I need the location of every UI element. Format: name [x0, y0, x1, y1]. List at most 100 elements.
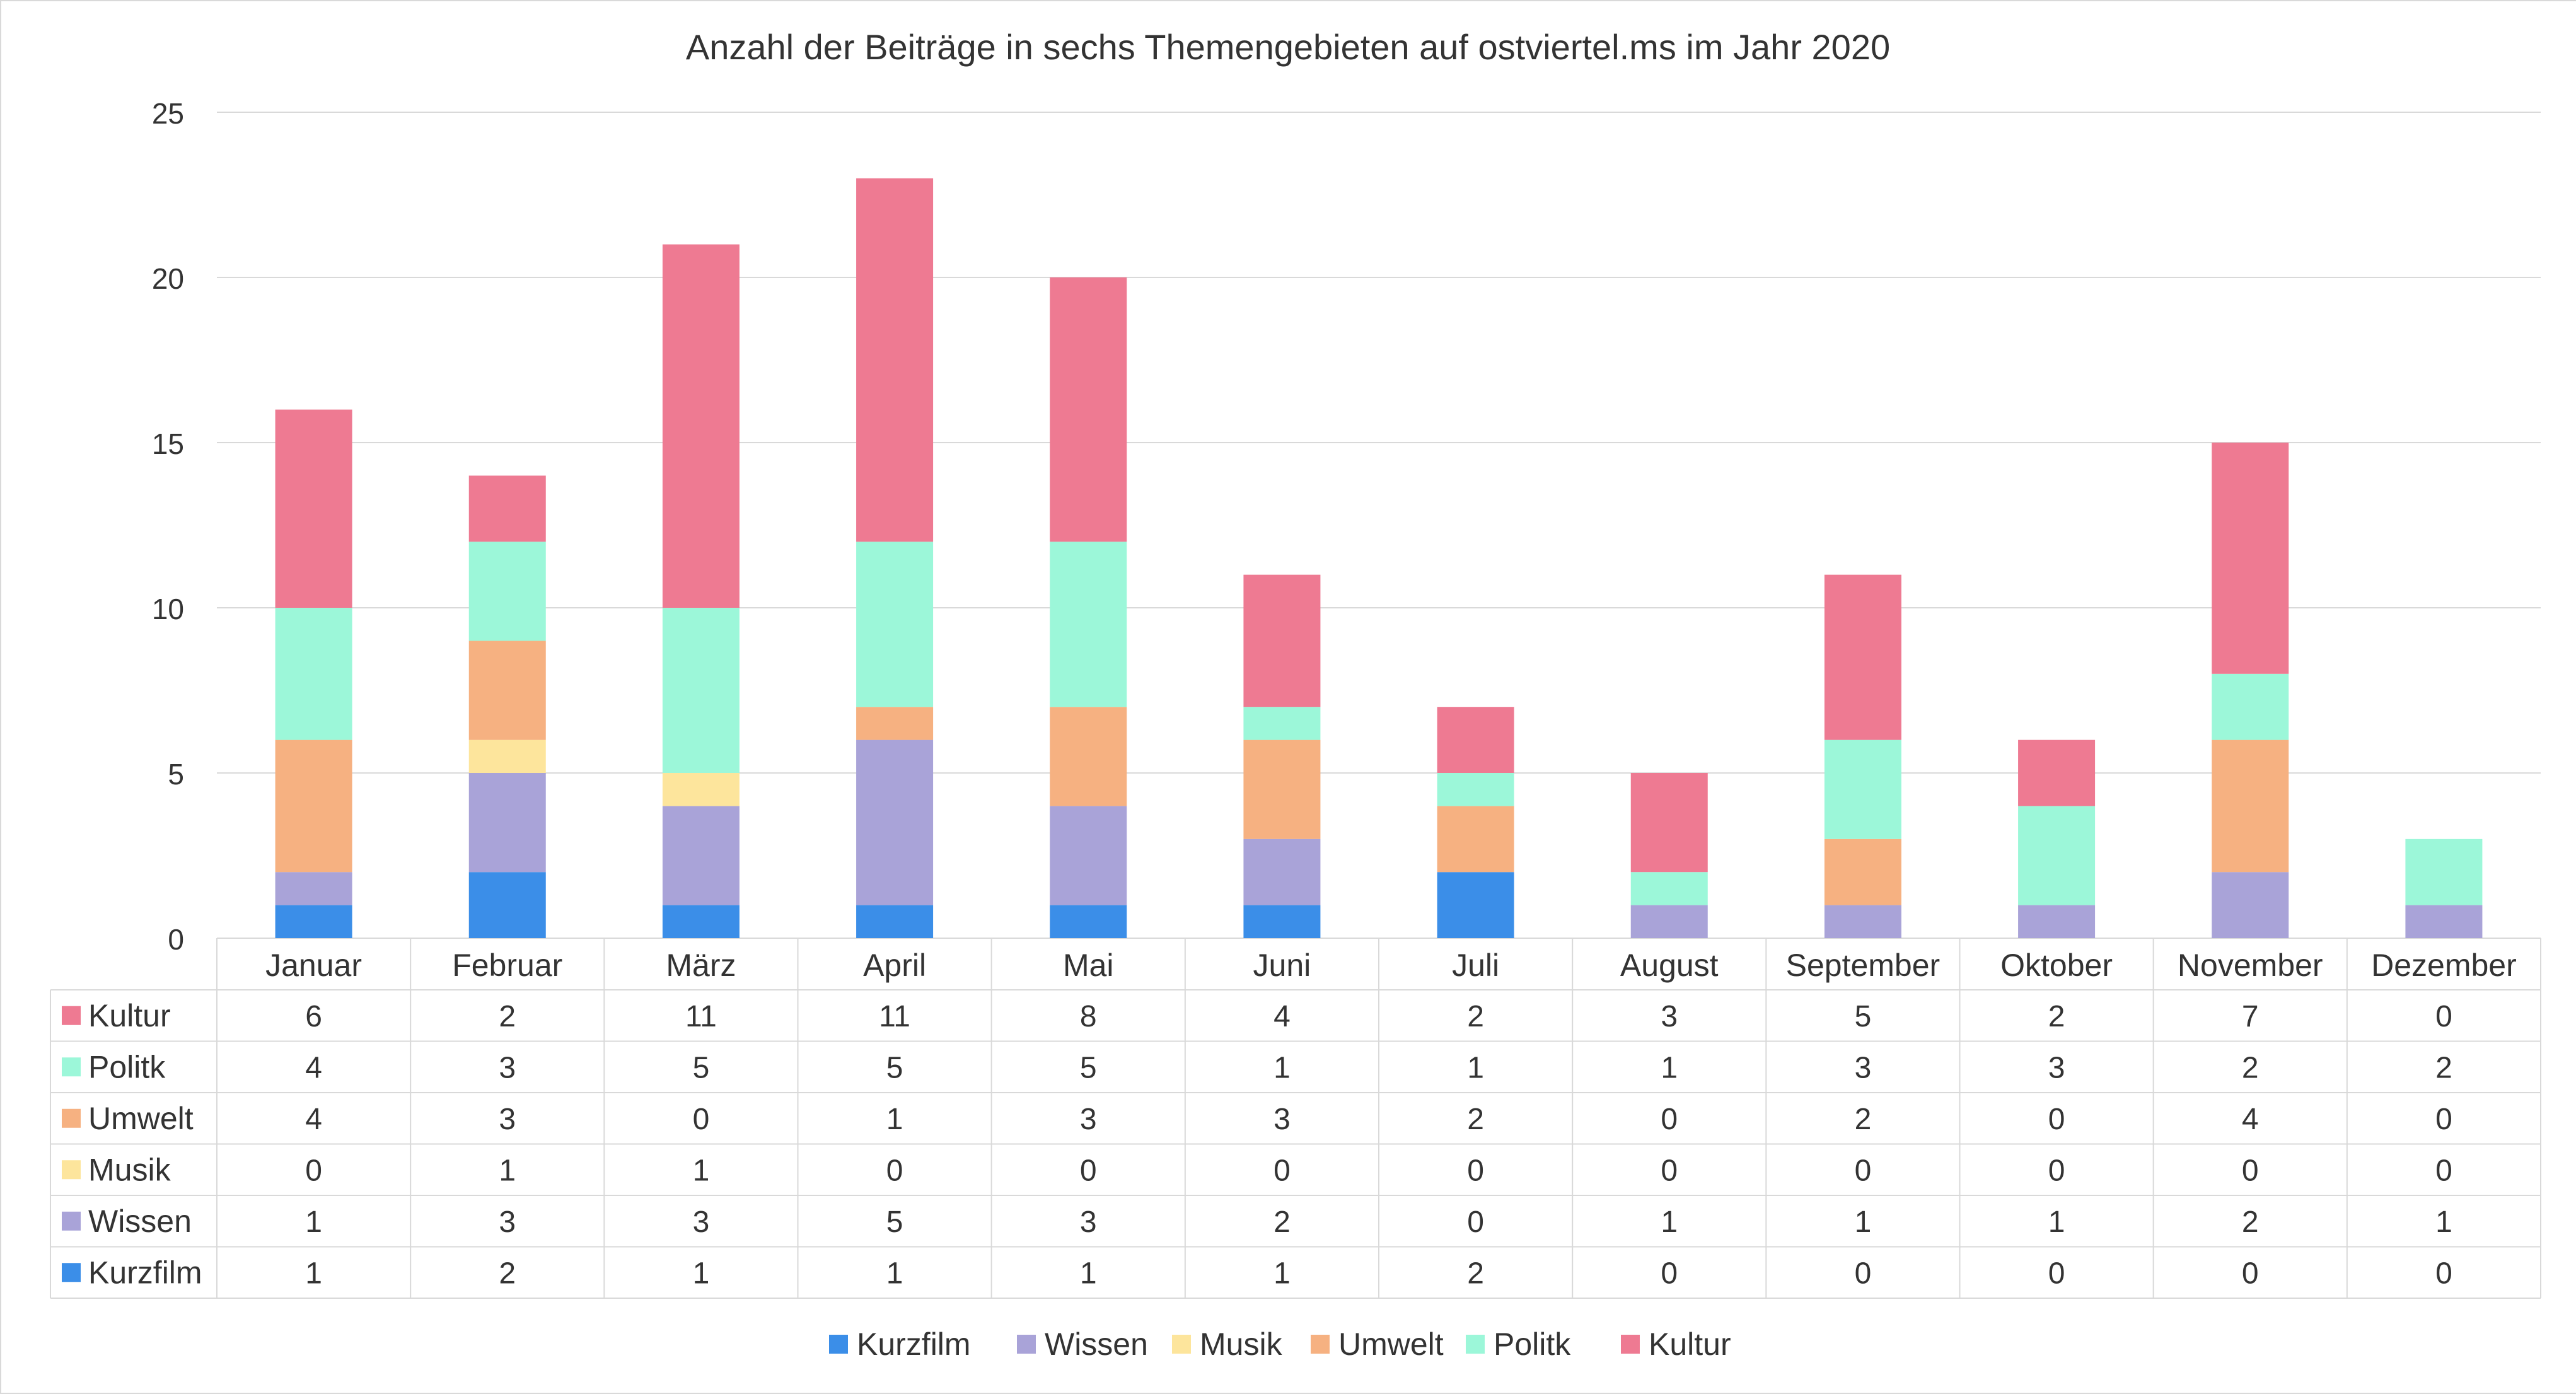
bar-kurzfilm-juli	[1437, 872, 1514, 938]
bar-kurzfilm-april	[856, 905, 934, 938]
x-tick-label-maerz: März	[666, 948, 736, 983]
table-cell-politk-september: 3	[1855, 1051, 1872, 1084]
bar-politk-november	[2212, 673, 2289, 740]
bar-wissen-dezember	[2405, 905, 2483, 938]
table-cell-politk-november: 2	[2242, 1051, 2259, 1084]
bar-kultur-juni	[1243, 574, 1321, 707]
bar-kultur-januar	[275, 409, 352, 608]
table-cell-kultur-juli: 2	[1467, 1000, 1484, 1033]
bar-kurzfilm-januar	[275, 905, 352, 938]
table-cell-umwelt-oktober: 0	[2048, 1103, 2065, 1136]
table-cell-kurzfilm-januar: 1	[305, 1257, 322, 1290]
bar-kultur-juli	[1437, 707, 1514, 773]
x-tick-label-oktober: Oktober	[2000, 948, 2113, 983]
x-tick-label-august: August	[1620, 948, 1719, 983]
table-cell-kurzfilm-juli: 2	[1467, 1257, 1484, 1290]
legend-label-umwelt: Umwelt	[1338, 1327, 1444, 1362]
legend-label-politk: Politk	[1494, 1327, 1571, 1362]
table-cell-politk-dezember: 2	[2435, 1051, 2452, 1084]
bar-wissen-april	[856, 740, 934, 905]
bars	[275, 178, 2483, 938]
x-tick-label-mai: Mai	[1063, 948, 1114, 983]
table-cell-umwelt-maerz: 0	[693, 1103, 710, 1136]
table-row-label-kultur: Kultur	[88, 998, 171, 1033]
legend-swatch-musik	[1172, 1335, 1191, 1354]
table-cell-kultur-dezember: 0	[2435, 1000, 2452, 1033]
table-cell-politk-mai: 5	[1080, 1051, 1097, 1084]
legend-label-kultur: Kultur	[1649, 1327, 1731, 1362]
table-cell-kultur-februar: 2	[499, 1000, 516, 1033]
bar-kurzfilm-mai	[1050, 905, 1127, 938]
table-cell-kurzfilm-dezember: 0	[2435, 1257, 2452, 1290]
y-tick-label-5: 5	[168, 758, 184, 791]
table-cell-politk-maerz: 5	[693, 1051, 710, 1084]
table-cell-wissen-august: 1	[1661, 1205, 1678, 1239]
table-cell-kultur-mai: 8	[1080, 1000, 1097, 1033]
bar-politk-september	[1824, 740, 1901, 839]
table-cell-umwelt-januar: 4	[305, 1103, 322, 1136]
legend-label-musik: Musik	[1200, 1327, 1283, 1362]
y-tick-label-0: 0	[168, 923, 184, 956]
table-cell-politk-juli: 1	[1467, 1051, 1484, 1084]
data-table: Januar Februar März April Mai Juni Juli August S…	[50, 938, 2541, 1299]
bar-umwelt-april	[856, 707, 934, 740]
bar-kultur-februar	[468, 475, 546, 542]
legend-swatch-wissen	[1017, 1335, 1036, 1354]
legend-item-kultur: Kultur	[1621, 1327, 1731, 1362]
table-cell-kultur-august: 3	[1661, 1000, 1678, 1033]
legend-swatch-kultur	[1621, 1335, 1640, 1354]
table-cell-umwelt-februar: 3	[499, 1103, 516, 1136]
bar-kurzfilm-juni	[1243, 905, 1321, 938]
table-cell-musik-juli: 0	[1467, 1154, 1484, 1187]
table-cell-musik-august: 0	[1661, 1154, 1678, 1187]
gridlines	[217, 112, 2541, 939]
table-cell-kultur-april: 11	[879, 1000, 910, 1033]
x-tick-label-april: April	[863, 948, 926, 983]
chart-title: Anzahl der Beiträge in sechs Themengebie…	[686, 27, 1890, 67]
table-cell-wissen-november: 2	[2242, 1205, 2259, 1239]
table-cell-musik-oktober: 0	[2048, 1154, 2065, 1187]
table-cell-kurzfilm-april: 1	[886, 1257, 903, 1290]
legend-swatch-kurzfilm	[829, 1335, 848, 1354]
table-row-label-kurzfilm: Kurzfilm	[88, 1255, 202, 1290]
legend-item-wissen: Wissen	[1017, 1327, 1148, 1362]
table-row-label-musik: Musik	[88, 1152, 171, 1187]
table-swatch-musik	[62, 1160, 81, 1180]
x-tick-label-juni: Juni	[1253, 948, 1311, 983]
bar-politk-juli	[1437, 773, 1514, 806]
bar-politk-april	[856, 542, 934, 707]
y-tick-label-15: 15	[152, 427, 184, 460]
table-cell-kultur-november: 7	[2242, 1000, 2259, 1033]
table-cell-kurzfilm-februar: 2	[499, 1257, 516, 1290]
table-swatch-wissen	[62, 1211, 81, 1231]
table-cell-kurzfilm-november: 0	[2242, 1257, 2259, 1290]
table-cell-umwelt-november: 4	[2242, 1103, 2259, 1136]
table-cell-wissen-dezember: 1	[2435, 1205, 2452, 1239]
bar-umwelt-januar	[275, 740, 352, 873]
table-swatch-kurzfilm	[62, 1263, 81, 1282]
table-cell-musik-juni: 0	[1273, 1154, 1291, 1187]
bar-kurzfilm-februar	[468, 872, 546, 938]
table-swatch-umwelt	[62, 1108, 81, 1128]
table-cell-kurzfilm-maerz: 1	[693, 1257, 710, 1290]
table-cell-politk-august: 1	[1661, 1051, 1678, 1084]
y-tick-label-10: 10	[152, 593, 184, 625]
legend-swatch-umwelt	[1311, 1335, 1330, 1354]
table-cell-kultur-juni: 4	[1273, 1000, 1291, 1033]
legend-label-wissen: Wissen	[1045, 1327, 1148, 1362]
bar-wissen-oktober	[2018, 905, 2096, 938]
table-cell-politk-februar: 3	[499, 1051, 516, 1084]
y-axis-tick-labels: 0 5 10 15 20 25	[152, 97, 184, 956]
table-cell-kurzfilm-oktober: 0	[2048, 1257, 2065, 1290]
table-cell-umwelt-dezember: 0	[2435, 1103, 2452, 1136]
table-cell-wissen-april: 5	[886, 1205, 903, 1239]
bar-musik-maerz	[662, 773, 740, 806]
y-tick-label-25: 25	[152, 97, 184, 130]
bar-politk-januar	[275, 608, 352, 740]
table-cell-musik-november: 0	[2242, 1154, 2259, 1187]
bar-kultur-september	[1824, 574, 1901, 740]
table-cell-kurzfilm-mai: 1	[1080, 1257, 1097, 1290]
table-cell-umwelt-juni: 3	[1273, 1103, 1291, 1136]
table-cell-umwelt-mai: 3	[1080, 1103, 1097, 1136]
